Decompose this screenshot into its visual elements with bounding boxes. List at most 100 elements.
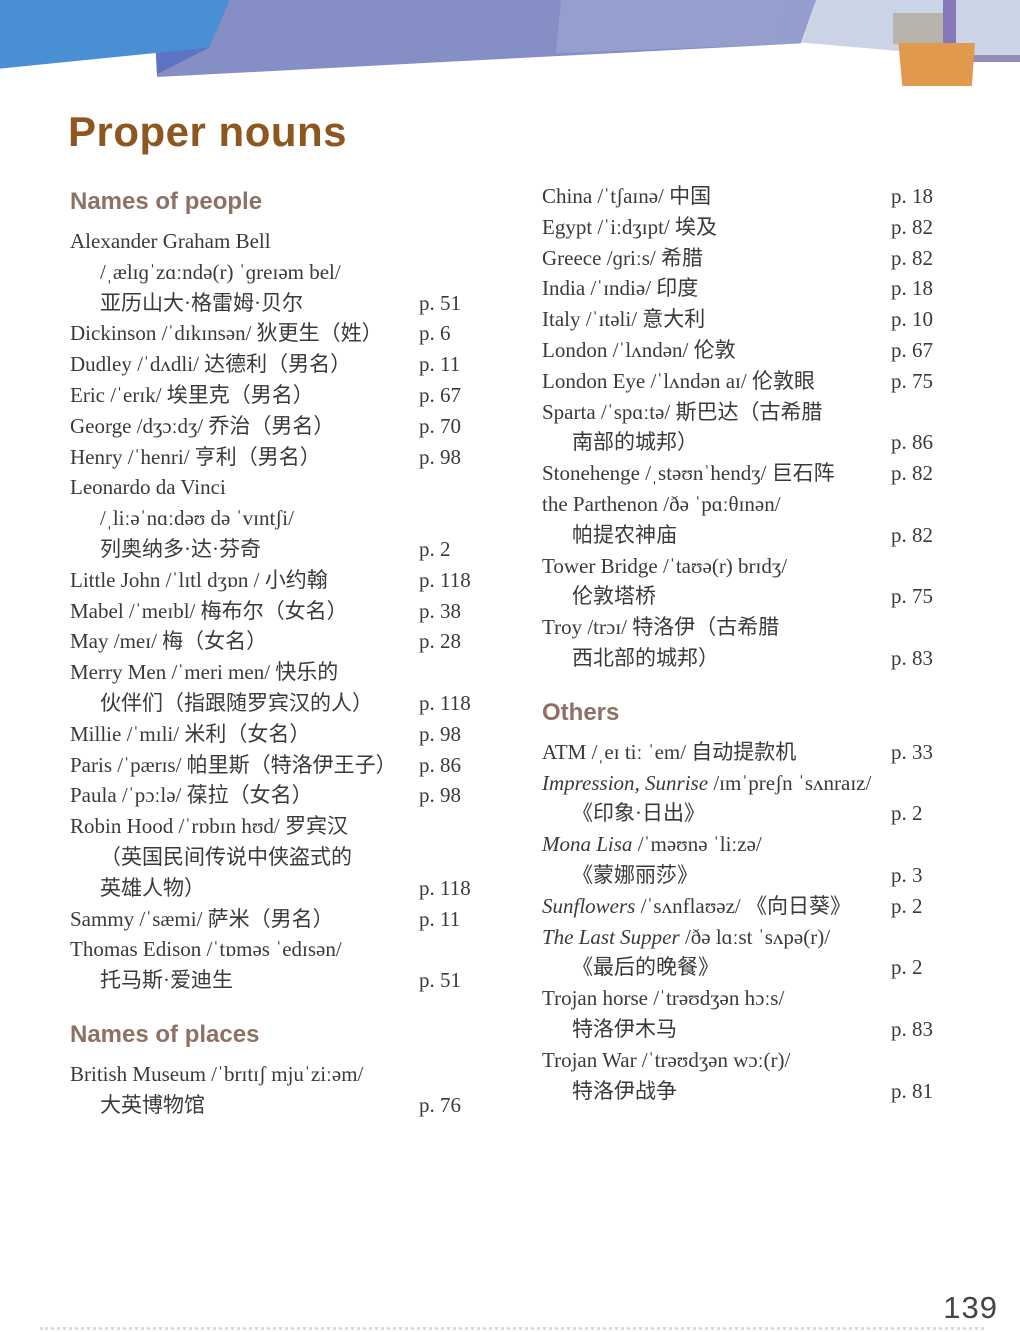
entry-text: Greece /ɡriːs/ 希腊 [542, 245, 703, 270]
entry-line: ATM /ˌeɪ tiː ˈem/ 自动提款机 p. 33 [542, 737, 946, 768]
index-entry: Greece /ɡriːs/ 希腊 p. 82 [542, 243, 946, 274]
entry-text: Sparta /ˈspɑːtə/ 斯巴达（古希腊 [542, 399, 823, 424]
entry-line: 英雄人物） p. 118 [70, 873, 474, 904]
index-entry: Sammy /ˈsæmi/ 萨米（男名） p. 11 [70, 904, 474, 935]
entry-text: 帕提农神庙 [572, 522, 677, 547]
entry-text: Trojan War /ˈtrəʊdʒən wɔː(r)/ [542, 1047, 791, 1072]
page-reference: p. 82 [891, 522, 933, 547]
section-names-of-places-continued: China /ˈtʃaɪnə/ 中国 p. 18 Egypt /ˈiːdʒɪpt/ … [542, 181, 946, 674]
page-reference: p. 51 [419, 290, 461, 315]
index-entry: Dickinson /ˈdɪkɪnsən/ 狄更生（姓） p. 6 [70, 318, 474, 349]
index-entry: Tower Bridge /ˈtaʊə(r) brɪdʒ/伦敦塔桥 p. 75 [542, 551, 946, 613]
page-reference: p. 75 [891, 368, 933, 393]
entry-text: 《蒙娜丽莎》 [572, 862, 698, 887]
page-reference: p. 38 [419, 598, 461, 623]
page-reference: p. 51 [419, 968, 461, 993]
page-reference: p. 33 [891, 739, 933, 764]
entry-text: British Museum /ˈbrɪtɪʃ mjuˈziːəm/ [70, 1061, 364, 1086]
entry-line: 列奥纳多·达·芬奇 p. 2 [70, 534, 474, 565]
entry-line: Sammy /ˈsæmi/ 萨米（男名） p. 11 [70, 904, 474, 935]
index-entry: Sunflowers /ˈsʌnflaʊəz/ 《向日葵》 p. 2 [542, 891, 946, 922]
entry-line: Robin Hood /ˈrɒbɪn hʊd/ 罗宾汉 [70, 811, 474, 842]
entry-text: Italy /ˈɪtəli/ 意大利 [542, 307, 706, 332]
entry-line: Eric /ˈerɪk/ 埃里克（男名） p. 67 [70, 380, 474, 411]
page-number: 139 [943, 1290, 998, 1325]
index-entry: Mabel /ˈmeɪbl/ 梅布尔（女名） p. 38 [70, 596, 474, 627]
entry-line: Little John /ˈlɪtl dʒɒn / 小约翰 p. 118 [70, 565, 474, 596]
entry-text: 特洛伊木马 [572, 1016, 677, 1041]
entry-line: London Eye /ˈlʌndən aɪ/ 伦敦眼 p. 75 [542, 366, 946, 397]
banner-slate-highlight [555, 0, 816, 54]
page-reference: p. 67 [419, 382, 461, 407]
page-reference: p. 75 [891, 584, 933, 609]
entry-line: Trojan horse /ˈtrəʊdʒən hɔːs/ [542, 983, 946, 1014]
page-title: Proper nouns [68, 108, 348, 155]
page-reference: p. 98 [419, 783, 461, 808]
entry-line: the Parthenon /ðə ˈpɑːθɪnən/ [542, 489, 946, 520]
index-entry: ATM /ˌeɪ tiː ˈem/ 自动提款机 p. 33 [542, 737, 946, 768]
section-header: Names of places [70, 1020, 260, 1048]
page-reference: p. 2 [891, 801, 923, 826]
entry-text: 列奥纳多·达·芬奇 [100, 536, 261, 561]
entry-line: Italy /ˈɪtəli/ 意大利 p. 10 [542, 304, 946, 335]
entry-line: Thomas Edison /ˈtɒməs ˈedɪsən/ [70, 934, 474, 965]
entry-line: 伙伴们（指跟随罗宾汉的人） p. 118 [70, 688, 474, 719]
index-entry: George /dʒɔːdʒ/ 乔治（男名） p. 70 [70, 411, 474, 442]
right-column: China /ˈtʃaɪnə/ 中国 p. 18 Egypt /ˈiːdʒɪpt/ … [542, 181, 946, 1106]
banner-tan-square [893, 13, 943, 44]
page-reference: p. 118 [419, 875, 471, 900]
index-entry: May /meɪ/ 梅（女名） p. 28 [70, 626, 474, 657]
entry-line: Mona Lisa /ˈməʊnə ˈliːzə/ [542, 829, 946, 860]
entry-text: Thomas Edison /ˈtɒməs ˈedɪsən/ [70, 937, 342, 962]
entry-text: Tower Bridge /ˈtaʊə(r) brɪdʒ/ [542, 553, 788, 578]
index-entry: Impression, Sunrise /ɪmˈpreʃn ˈsʌnraɪz/ 《… [542, 768, 946, 830]
entry-text: Sammy /ˈsæmi/ 萨米（男名） [70, 906, 334, 931]
entry-line: 《印象·日出》 p. 2 [542, 798, 946, 829]
entry-line: 大英博物馆 p. 76 [70, 1090, 474, 1121]
entry-text: Egypt /ˈiːdʒɪpt/ 埃及 [542, 214, 717, 239]
index-entry: Sparta /ˈspɑːtə/ 斯巴达（古希腊 南部的城邦） p. 86 [542, 397, 946, 459]
entry-line: Mabel /ˈmeɪbl/ 梅布尔（女名） p. 38 [70, 596, 474, 627]
page-reference: p. 82 [891, 245, 933, 270]
entry-line: China /ˈtʃaɪnə/ 中国 p. 18 [542, 181, 946, 212]
page-reference: p. 2 [891, 955, 923, 980]
page-reference: p. 81 [891, 1078, 933, 1103]
entry-line: India /ˈɪndiə/ 印度 p. 18 [542, 273, 946, 304]
entry-line: 特洛伊战争 p. 81 [542, 1076, 946, 1107]
index-entry: Alexander Graham Bell/ˌælɪɡˈzɑːndə(r) ˈɡ… [70, 226, 474, 318]
index-entry: Trojan War /ˈtrəʊdʒən wɔː(r)/ 特洛伊战争 p. 81 [542, 1045, 946, 1107]
index-entry: Eric /ˈerɪk/ 埃里克（男名） p. 67 [70, 380, 474, 411]
entry-text: Mona Lisa /ˈməʊnə ˈliːzə/ [542, 832, 762, 857]
entry-text: May /meɪ/ 梅（女名） [70, 629, 268, 654]
page-reference: p. 98 [419, 444, 461, 469]
entry-text: 南部的城邦） [572, 430, 698, 455]
banner-orange-square [898, 43, 975, 86]
entry-text: Little John /ˈlɪtl dʒɒn / 小约翰 [70, 567, 328, 592]
entry-text: the Parthenon /ðə ˈpɑːθɪnən/ [542, 491, 781, 516]
entry-text: Sunflowers /ˈsʌnflaʊəz/ 《向日葵》 [542, 893, 851, 918]
entry-text: George /dʒɔːdʒ/ 乔治（男名） [70, 413, 335, 438]
entry-line: London /ˈlʌndən/ 伦敦 p. 67 [542, 335, 946, 366]
entry-text: ATM /ˌeɪ tiː ˈem/ 自动提款机 [542, 739, 797, 764]
entry-line: （英国民间传说中侠盗式的 [70, 842, 474, 873]
index-entry: London /ˈlʌndən/ 伦敦 p. 67 [542, 335, 946, 366]
page-reference: p. 118 [419, 690, 471, 715]
index-entry: Troy /trɔɪ/ 特洛伊（古希腊 西北部的城邦） p. 83 [542, 612, 946, 674]
entry-text: Dickinson /ˈdɪkɪnsən/ 狄更生（姓） [70, 321, 383, 346]
entry-line: 亚历山大·格雷姆·贝尔 p. 51 [70, 288, 474, 319]
page-reference: p. 76 [419, 1092, 461, 1117]
entry-line: Greece /ɡriːs/ 希腊 p. 82 [542, 243, 946, 274]
page-reference: p. 86 [419, 752, 461, 777]
index-entry: Leonardo da Vinci/ˌliːəˈnɑːdəʊ də ˈvɪntʃ… [70, 472, 474, 564]
entry-line: 西北部的城邦） p. 83 [542, 643, 946, 674]
index-entry: Millie /ˈmɪli/ 米利（女名） p. 98 [70, 719, 474, 750]
page-reference: p. 83 [891, 1016, 933, 1041]
entry-text: Paris /ˈpærɪs/ 帕里斯（特洛伊王子） [70, 752, 397, 777]
entry-text: 伦敦塔桥 [572, 584, 656, 609]
entry-line: 特洛伊木马 p. 83 [542, 1014, 946, 1045]
entry-line: British Museum /ˈbrɪtɪʃ mjuˈziːəm/ [70, 1059, 474, 1090]
entry-text: Merry Men /ˈmeri men/ 快乐的 [70, 660, 339, 685]
banner-purple-line [943, 55, 1020, 62]
entry-text: Paula /ˈpɔːlə/ 葆拉（女名） [70, 783, 313, 808]
index-entry: India /ˈɪndiə/ 印度 p. 18 [542, 273, 946, 304]
